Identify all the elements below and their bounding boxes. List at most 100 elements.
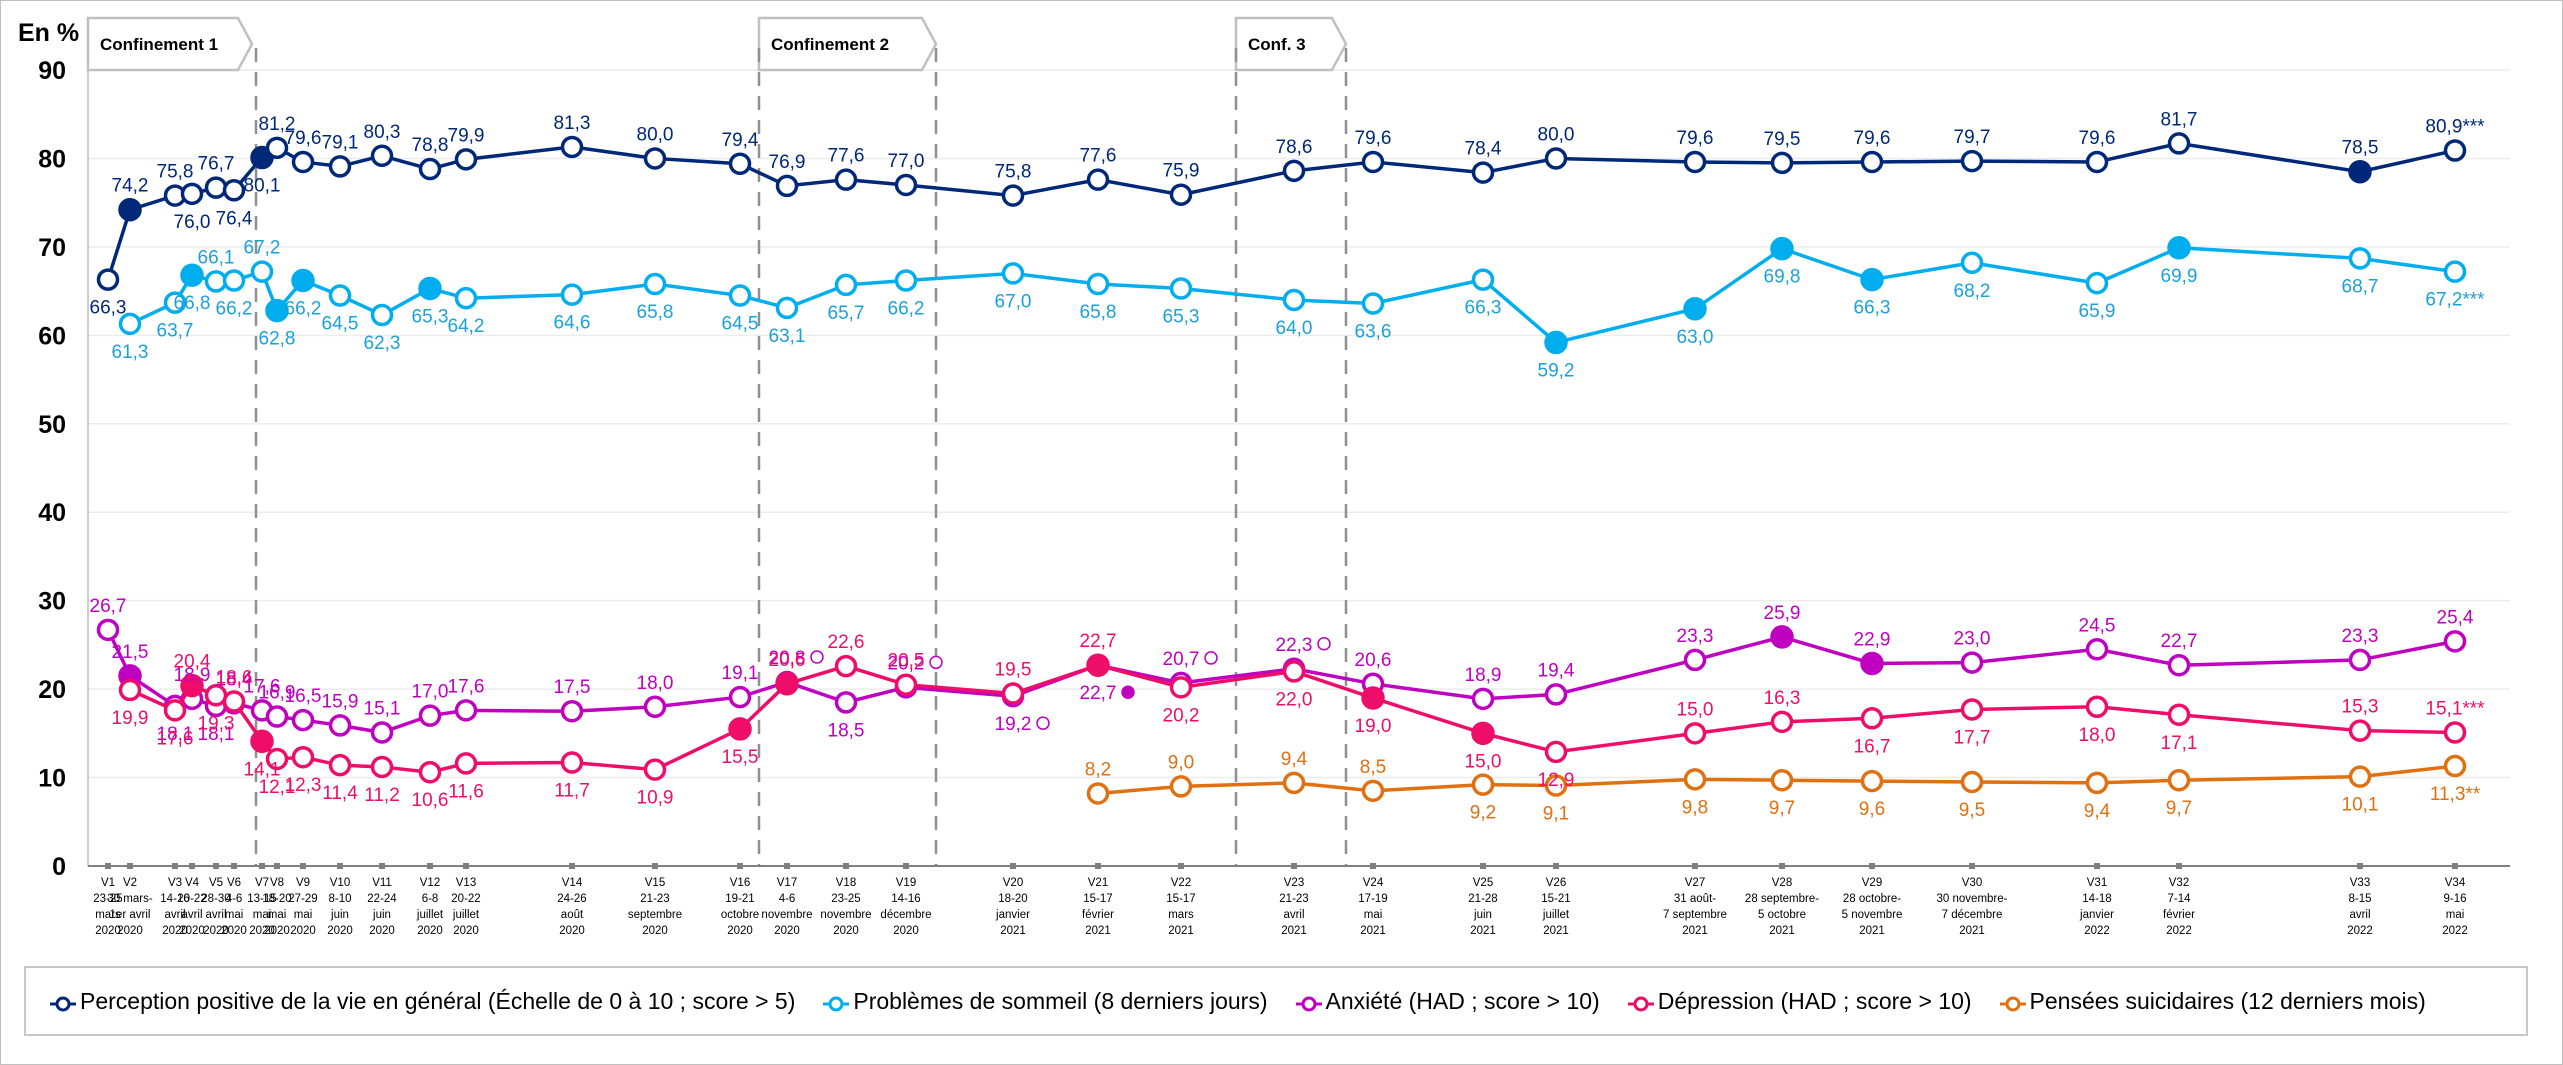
data-point: [1086, 782, 1110, 805]
x-tick-label-line: novembre: [820, 909, 871, 921]
x-tick-label-line: V30: [1962, 877, 1982, 889]
series-line-perception: [106, 141, 2456, 281]
data-label: 17,0: [412, 682, 449, 703]
data-label: 20,7: [1163, 649, 1200, 670]
data-label: 79,6: [1355, 128, 1392, 149]
x-tick-label-line: 2021: [1769, 925, 1795, 937]
x-tick-label-line: V28: [1772, 877, 1792, 889]
x-tick-mark: [737, 863, 743, 869]
x-tick-label-line: 2020: [264, 925, 290, 937]
x-tick-label-line: juillet: [452, 909, 480, 921]
data-label: 66,3: [90, 298, 127, 319]
data-label: 17,6: [244, 676, 281, 697]
data-label: 9,4: [2084, 801, 2111, 822]
data-label: 9,7: [2166, 798, 2192, 819]
x-tick-label-line: 1er avril: [110, 909, 151, 921]
data-point: [894, 173, 918, 197]
x-tick-label: V22 15-17 mars 2021: [1166, 877, 1195, 937]
x-tick-mark: [1779, 863, 1785, 869]
data-label: 23,0: [1954, 629, 1991, 650]
data-point: [1544, 740, 1568, 764]
legend-marker-icon: [1295, 992, 1322, 1012]
data-point: [118, 312, 142, 336]
x-tick-label-line: 2020: [290, 925, 316, 937]
x-tick-label: V31 14-18 janvier 2022: [2079, 877, 2114, 937]
x-tick-label-line: juin: [1473, 909, 1492, 921]
data-label: 12,9: [1538, 770, 1575, 791]
data-label: 76,7: [198, 154, 235, 175]
x-tick-label-line: V31: [2087, 877, 2107, 889]
data-label: 64,2: [448, 316, 485, 337]
x-tick-mark: [784, 863, 790, 869]
x-tick-label-line: 2021: [1859, 925, 1885, 937]
data-label: 22,6: [828, 632, 865, 653]
data-label: 19,4: [1538, 660, 1575, 681]
data-label: 80,1: [244, 176, 281, 197]
x-tick-label-line: V24: [1363, 877, 1384, 889]
data-point: [1001, 682, 1025, 705]
data-point: [291, 268, 315, 293]
data-label: 66,3: [1465, 298, 1502, 319]
x-tick-label-line: 15-17: [1166, 893, 1195, 905]
x-tick-label-line: V33: [2350, 877, 2370, 889]
data-label: 79,1: [322, 132, 359, 153]
legend-marker-icon: [823, 992, 850, 1012]
x-tick-label-line: 2020: [162, 925, 188, 937]
x-tick-label-line: octobre: [721, 909, 759, 921]
data-point: [1770, 151, 1794, 175]
data-point: [180, 263, 204, 287]
data-label: 11,6: [448, 781, 484, 802]
x-tick-label: V23 21-23 avril 2021: [1279, 877, 1308, 937]
x-tick-label-line: V1: [101, 877, 115, 889]
data-point: [2443, 754, 2467, 778]
x-tick-label-line: 21-23: [1279, 893, 1308, 905]
data-label: 19,2: [995, 714, 1032, 735]
x-tick-mark: [1291, 863, 1297, 869]
data-label: 66,2: [888, 298, 925, 319]
x-tick-label-line: V26: [1546, 877, 1566, 889]
data-point: [775, 174, 799, 198]
data-label: 80,3: [364, 122, 401, 143]
data-label: 79,9: [448, 125, 485, 146]
data-point: [370, 721, 394, 744]
data-label: 9,6: [1859, 799, 1885, 820]
data-label: 24,5: [2079, 615, 2116, 636]
data-label: 64,5: [722, 314, 759, 335]
data-point: [1086, 168, 1110, 191]
x-tick-label-line: 20-22: [177, 893, 206, 905]
data-point: [1361, 150, 1385, 174]
x-tick-label-line: 22-24: [367, 893, 397, 905]
data-point: [1471, 161, 1495, 184]
data-point: [265, 298, 289, 323]
series-group: [96, 132, 2467, 805]
x-tick-label-line: 9-16: [2443, 893, 2466, 905]
x-tick-label-line: 28 septembre-: [1745, 893, 1819, 905]
x-tick-label-line: 13-15: [247, 893, 276, 905]
data-label: 10,6: [412, 790, 449, 811]
x-tick-label-line: 4-6: [226, 893, 243, 905]
data-point: [2348, 159, 2372, 184]
data-point: [894, 673, 918, 696]
x-tick-label: V30 30 novembre- 7 décembre 2021: [1937, 877, 2008, 937]
data-label: 22,0: [1276, 689, 1313, 710]
x-tick-mark: [1692, 863, 1698, 869]
y-tick-label: 70: [38, 234, 66, 262]
data-label: 78,8: [412, 135, 449, 156]
x-tick-label-line: mai: [2446, 909, 2465, 921]
x-tick-mark: [463, 863, 469, 869]
x-tick-label-line: V20: [1003, 877, 1023, 889]
x-tick-label-line: 5 octobre: [1758, 909, 1806, 921]
data-point: [2085, 150, 2109, 174]
x-tick-mark: [274, 863, 280, 869]
x-tick-label-line: 2020: [95, 925, 121, 937]
data-point: [1086, 272, 1110, 296]
data-point: [418, 704, 442, 727]
x-tick-label-line: 8-10: [328, 893, 351, 905]
data-point: [1683, 297, 1707, 321]
data-label: 17,6: [448, 676, 485, 697]
lockdown-annotations: Confinement 1 Confinement 2 Conf. 3: [86, 16, 1348, 866]
data-label: 17,7: [1954, 727, 1991, 748]
data-label: 81,2: [259, 114, 296, 135]
x-tick-mark: [379, 863, 385, 869]
